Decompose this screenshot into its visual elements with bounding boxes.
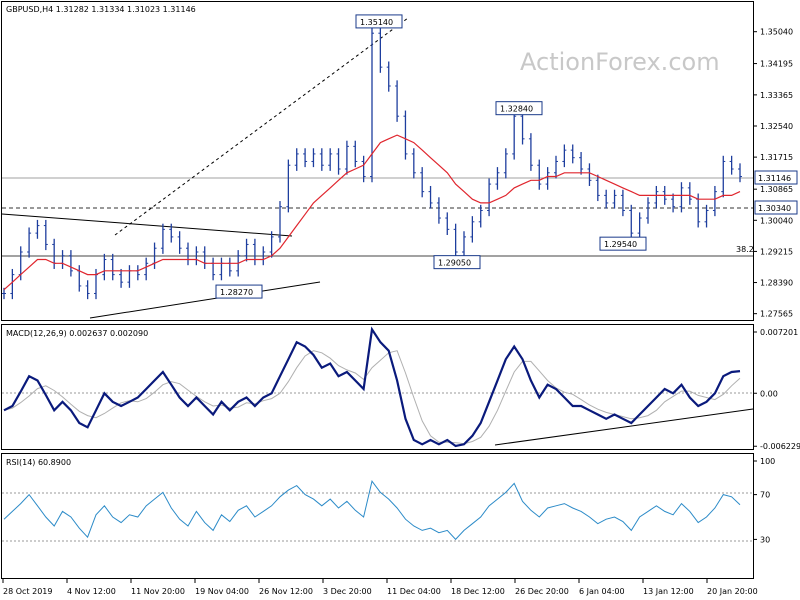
price-tick-label: 1.31715	[760, 153, 793, 162]
price-header: GBPUSD,H4 1.31282 1.31334 1.31023 1.3114…	[6, 5, 196, 14]
rsi-line	[3, 480, 741, 541]
moving-average-line	[3, 134, 741, 291]
annotation-label: 1.35140	[360, 18, 393, 27]
x-tick-label: 28 Oct 2019	[3, 587, 52, 596]
annotation-box	[495, 101, 543, 116]
x-axis-labels: 28 Oct 2019 4 Nov 12:00 11 Nov 20:00 19 Nov…	[2, 579, 758, 596]
price-tick-label: 1.34195	[760, 60, 793, 69]
rsi-tick-label: 70	[760, 491, 770, 500]
price-tick-label: 1.29215	[760, 247, 793, 256]
macd-trendline	[494, 408, 754, 446]
annotation-label: 1.29540	[604, 240, 637, 249]
last-price-tag-text: 1.31146	[758, 174, 791, 183]
price-tick-label: 1.35040	[760, 28, 793, 37]
x-tick-label: 11 Nov 20:00	[131, 587, 185, 596]
price-tick-label: 1.30865	[760, 185, 793, 194]
fib-diagonal-line	[114, 17, 409, 236]
rsi-header: RSI(14) 60.8900	[6, 458, 71, 467]
x-tick-label: 6 Jan 04:00	[579, 587, 625, 596]
price-tick-label: 1.27565	[760, 310, 793, 319]
annotation-box	[355, 14, 403, 29]
price-annotations: 1.35140 1.32840 1.29540 1.29050 1.28270	[215, 14, 647, 299]
price-tick-label: 1.30040	[760, 216, 793, 225]
macd-axis-ticks: 0.007201 0.00 -0.006229	[753, 328, 800, 451]
annotation-box	[599, 236, 647, 251]
x-tick-label: 26 Dec 20:00	[515, 587, 569, 596]
x-tick-label: 13 Jan 12:00	[643, 587, 694, 596]
annotation-box	[433, 255, 481, 270]
rsi-tick-label: 30	[760, 535, 770, 544]
lower-triangle-line	[89, 281, 321, 319]
x-tick-label: 4 Nov 12:00	[67, 587, 116, 596]
rsi-axis-ticks: 100 70 30	[753, 457, 775, 544]
level-tag-text: 1.30340	[758, 204, 791, 213]
upper-triangle-line	[1, 213, 293, 237]
price-tick-label: 1.33365	[760, 91, 793, 100]
macd-tick-label: 0.00	[760, 389, 778, 398]
macd-tick-label: -0.006229	[760, 442, 800, 451]
x-tick-label: 18 Dec 12:00	[451, 587, 505, 596]
rsi-tick-label: 100	[760, 457, 775, 466]
last-price-tag: 1.31146	[754, 170, 798, 185]
price-bars	[2, 27, 742, 300]
macd-panel-frame	[1, 324, 754, 450]
price-tick-label: 1.28390	[760, 279, 793, 288]
price-tick-label: 1.32540	[760, 122, 793, 131]
x-tick-label: 20 Jan 20:00	[707, 587, 758, 596]
fib-label: 38.2	[736, 245, 754, 254]
x-tick-label: 3 Dec 20:00	[323, 587, 372, 596]
price-panel-frame	[1, 1, 754, 321]
price-axis-ticks: 1.35040 1.34195 1.33365 1.32540 1.31715 1.308…	[753, 28, 793, 319]
x-tick-label: 11 Dec 04:00	[387, 587, 441, 596]
annotation-label: 1.29050	[438, 259, 471, 268]
macd-tick-label: 0.007201	[760, 328, 798, 337]
watermark: ActionForex.com	[520, 48, 720, 76]
macd-header: MACD(12,26,9) 0.002637 0.002090	[6, 329, 148, 338]
level-tag: 1.30340	[754, 200, 798, 215]
annotation-label: 1.28270	[220, 288, 253, 297]
x-tick-label: 19 Nov 04:00	[195, 587, 249, 596]
annotation-box	[215, 284, 263, 299]
rsi-panel-frame	[1, 453, 754, 579]
x-tick-label: 26 Nov 12:00	[259, 587, 313, 596]
macd-line	[3, 326, 741, 448]
annotation-label: 1.32840	[500, 105, 533, 114]
